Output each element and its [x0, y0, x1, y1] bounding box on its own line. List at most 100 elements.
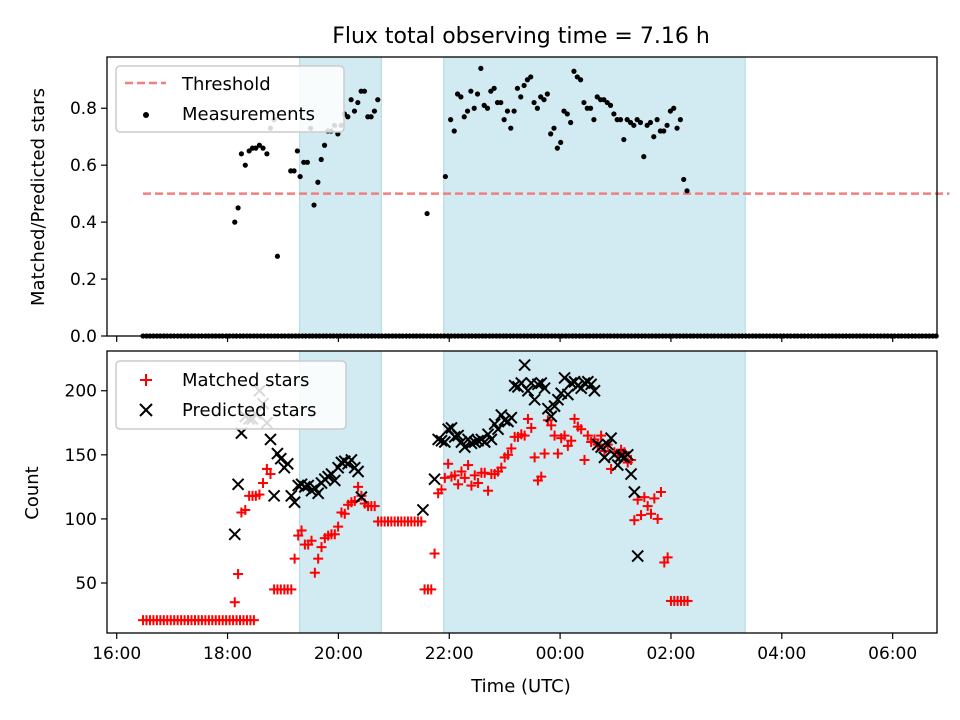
measurement-point: [534, 105, 540, 111]
measurement-point: [548, 131, 554, 137]
predicted-point: [468, 435, 481, 449]
axes-frame: [106, 350, 938, 634]
matched-point: [429, 548, 440, 559]
predicted-point: [328, 474, 342, 487]
measurement-point: [647, 119, 654, 126]
measurement-point: [274, 253, 281, 259]
predicted-point: [288, 496, 301, 509]
predicted-point: [416, 503, 430, 517]
axes-frame: [106, 56, 938, 337]
predicted-point: [281, 457, 294, 471]
legend-predicted-swatch: [139, 403, 153, 417]
matched-point: [479, 467, 490, 478]
matched-point: [539, 448, 550, 459]
predicted-point: [561, 388, 575, 401]
matched-point: [473, 478, 484, 489]
measurement-point: [484, 105, 491, 111]
measurement-point: [297, 173, 303, 180]
matched-point: [466, 480, 477, 491]
matched-point: [529, 452, 540, 463]
measurement-point: [637, 119, 644, 126]
matched-point: [306, 535, 317, 546]
measurement-point: [321, 142, 328, 148]
y-tick-label: 0.4: [70, 213, 97, 233]
predicted-point: [598, 451, 611, 464]
predicted-point: [351, 465, 365, 478]
measurement-point: [311, 202, 317, 208]
matched-point: [636, 510, 647, 521]
matched-point: [240, 504, 251, 515]
measurement-point: [684, 188, 690, 194]
measurement-point: [661, 128, 667, 134]
measurement-point: [471, 105, 477, 111]
measurement-point: [294, 148, 300, 154]
measurement-point: [617, 117, 624, 123]
measurement-point: [654, 117, 660, 123]
predicted-point: [498, 414, 511, 427]
measurement-point: [442, 173, 448, 180]
measurement-point: [461, 114, 467, 120]
y-tick-label: 50: [75, 574, 97, 594]
measurement-point: [528, 74, 534, 80]
predicted-point: [621, 448, 634, 462]
measurement-point: [568, 119, 574, 126]
matched-point: [576, 424, 587, 435]
predicted-point: [604, 431, 618, 445]
legend-predicted-label: Predicted stars: [182, 400, 316, 421]
measurement-point: [301, 159, 307, 165]
x-axis-label-time: Time (UTC): [470, 676, 571, 697]
matched-point: [682, 595, 693, 606]
matched-point: [353, 481, 364, 492]
predicted-point: [505, 411, 518, 424]
x-tick-label: 04:00: [757, 644, 806, 664]
measurement-point: [253, 145, 259, 151]
measurement-point: [551, 125, 557, 131]
matched-point: [258, 478, 269, 489]
measurement-point: [318, 156, 324, 163]
measurement-point: [631, 122, 637, 128]
measurement-point: [581, 99, 587, 106]
predicted-point: [228, 528, 241, 541]
predicted-point: [431, 433, 445, 446]
x-tick-label: 00:00: [536, 644, 585, 664]
matched-point: [566, 435, 577, 446]
matched-point: [248, 615, 259, 626]
predicted-point: [448, 430, 462, 444]
matched-point: [296, 525, 307, 536]
matched-point: [439, 472, 450, 483]
predicted-point: [508, 379, 521, 392]
measurement-point: [641, 154, 647, 160]
matched-point: [329, 529, 340, 540]
legend-matched-swatch: [140, 374, 152, 386]
predicted-point: [298, 480, 312, 494]
predicted-point: [458, 440, 471, 454]
measurement-point: [232, 219, 238, 225]
measurement-point: [611, 111, 617, 117]
measurement-point: [621, 136, 627, 143]
predicted-point: [438, 435, 452, 449]
matched-point: [662, 552, 673, 563]
predicted-point: [451, 429, 465, 442]
predicted-point: [274, 452, 287, 465]
predicted-point: [545, 410, 558, 423]
measurement-point: [554, 145, 560, 151]
predicted-point: [631, 549, 644, 563]
matched-point: [549, 430, 560, 441]
matched-point: [459, 472, 470, 483]
measurement-point: [304, 159, 310, 165]
measurement-point: [578, 77, 584, 83]
predicted-point: [594, 440, 608, 454]
measurement-point: [260, 145, 266, 151]
legend-top: Threshold Measurements: [115, 65, 345, 133]
y-axis-label-count: Count: [22, 466, 43, 519]
matched-point: [519, 430, 530, 441]
measurement-point: [478, 65, 484, 71]
measurement-point: [607, 102, 614, 108]
matched-point: [369, 501, 380, 512]
matched-point: [453, 479, 464, 490]
predicted-point: [345, 453, 358, 467]
y-tick-label: 0.2: [70, 270, 97, 290]
y-tick-label: 0.6: [70, 156, 97, 176]
measurement-point: [264, 151, 270, 157]
